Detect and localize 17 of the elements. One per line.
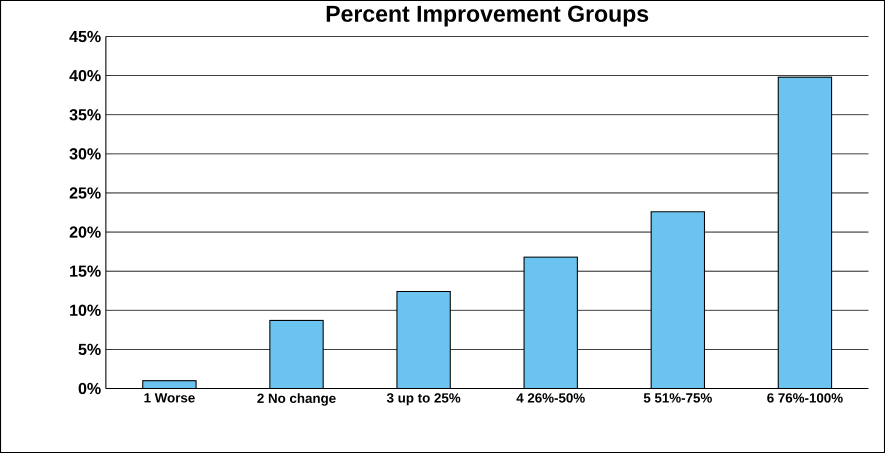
x-tick-label: 2 No change [257, 393, 336, 406]
y-tick-label: 5% [78, 344, 101, 356]
y-tick-label: 0% [78, 382, 101, 394]
x-tick-label: 5 51%-75% [644, 393, 712, 403]
x-tick-label: 6 76%-100% [767, 393, 843, 403]
y-tick-label: 15% [70, 266, 101, 277]
y-tick-label: 10% [70, 304, 101, 316]
x-tick-label: 4 26%-50% [516, 393, 585, 403]
y-tick-label: 45% [69, 30, 101, 42]
y-tick-label: 25% [70, 187, 101, 199]
y-tick-label: 20% [70, 226, 101, 238]
x-tick-label: 3 up to 25% [386, 393, 460, 406]
y-tick-label: 35% [70, 109, 101, 120]
y-tick-label: 40% [69, 70, 101, 82]
x-tick-label: 1 Worse [144, 393, 195, 402]
y-tick-label: 30% [70, 148, 101, 160]
chart-title: Percent Improvement Groups [326, 6, 648, 26]
